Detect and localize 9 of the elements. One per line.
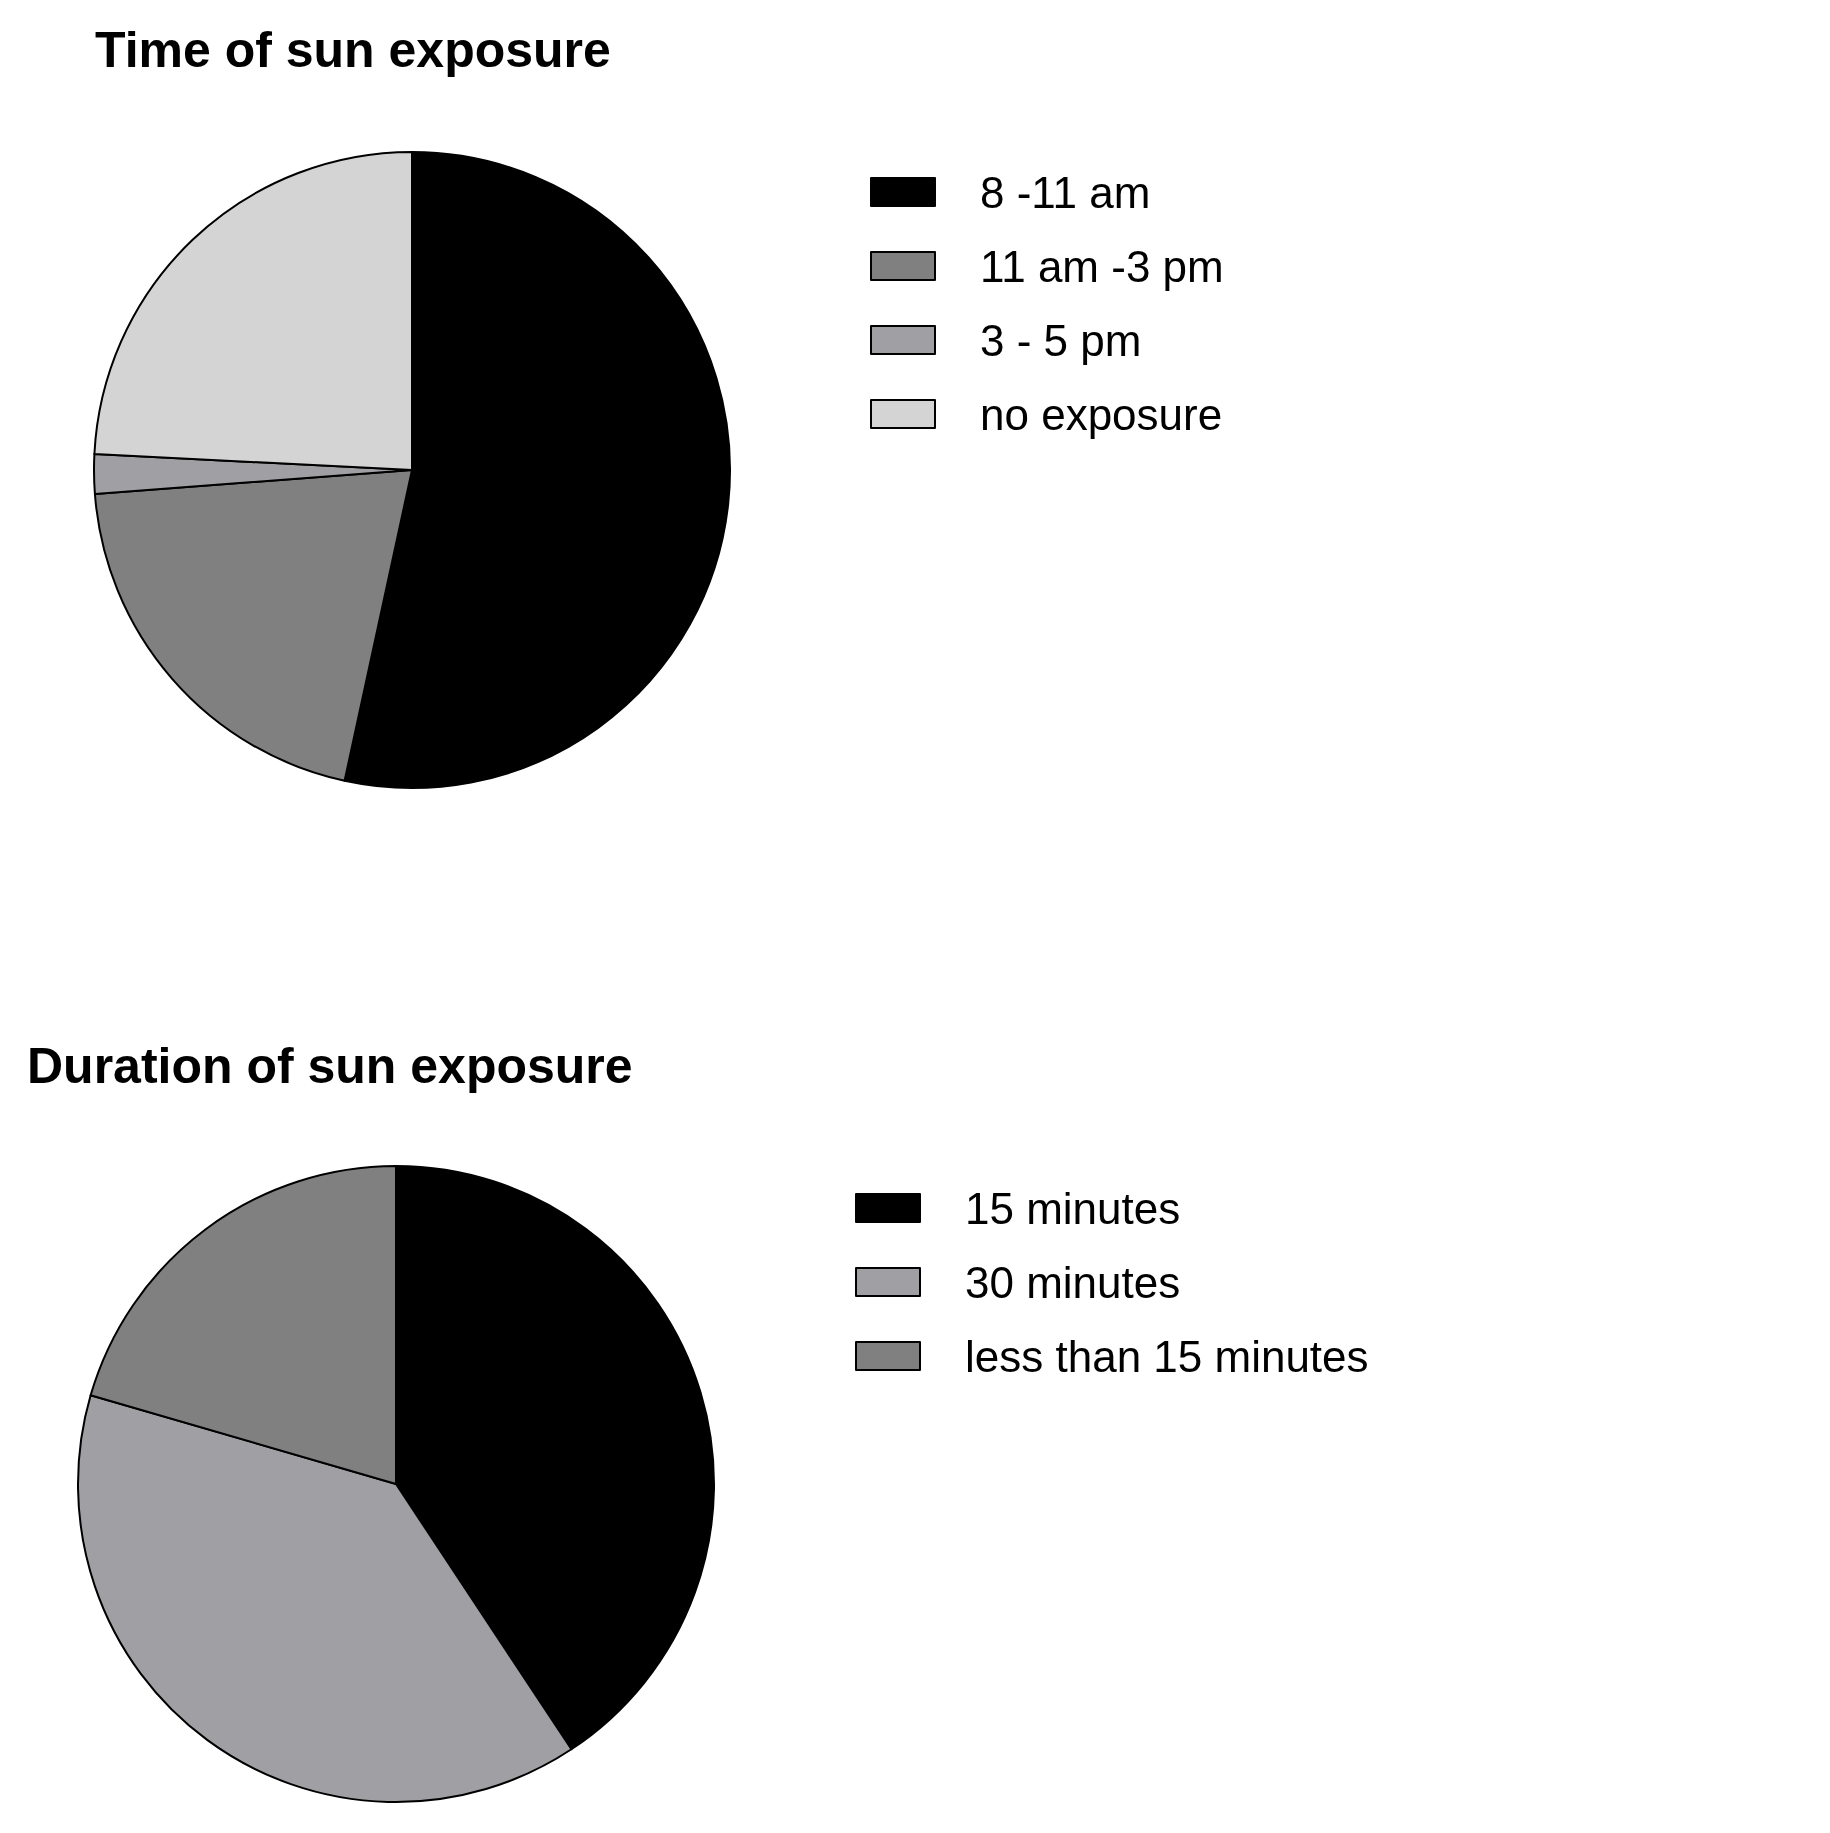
- legend-label: less than 15 minutes: [965, 1331, 1369, 1381]
- chart-title: Duration of sun exposure: [27, 1038, 633, 1094]
- legend-label: 8 -11 am: [980, 167, 1151, 217]
- legend-label: 3 - 5 pm: [980, 315, 1142, 365]
- legend-label: 11 am -3 pm: [980, 241, 1224, 291]
- legend-label: 30 minutes: [965, 1257, 1181, 1307]
- legend-label: no exposure: [980, 389, 1223, 439]
- chart-title: Time of sun exposure: [95, 22, 611, 78]
- legend-label: 15 minutes: [965, 1183, 1181, 1233]
